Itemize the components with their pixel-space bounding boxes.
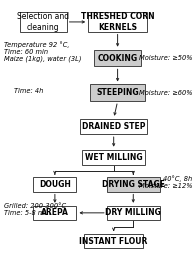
Text: Time: 4h: Time: 4h — [14, 88, 43, 94]
Text: DRAINED STEP: DRAINED STEP — [82, 122, 145, 131]
Bar — [94, 50, 141, 66]
Text: WET MILLING: WET MILLING — [85, 153, 142, 162]
Text: DRYING STAGE: DRYING STAGE — [102, 180, 165, 189]
Bar — [107, 178, 160, 191]
Bar — [80, 119, 147, 134]
Text: COOKING: COOKING — [98, 54, 138, 62]
Bar — [88, 12, 147, 31]
Text: DRY MILLING: DRY MILLING — [105, 208, 161, 217]
Text: THRESHED CORN
KERNELS: THRESHED CORN KERNELS — [81, 12, 154, 32]
Text: DOUGH: DOUGH — [39, 180, 71, 189]
Bar — [33, 206, 76, 220]
Bar — [90, 84, 145, 101]
Text: Moisture: ≥50%: Moisture: ≥50% — [139, 55, 192, 61]
Text: Grilled: 200-300°C
Time: 5-8 min: Grilled: 200-300°C Time: 5-8 min — [4, 203, 66, 216]
Text: INSTANT FLOUR: INSTANT FLOUR — [80, 237, 148, 246]
Text: 40°C, 8h
Moisture: ≥12%: 40°C, 8h Moisture: ≥12% — [139, 175, 192, 189]
Bar — [82, 150, 145, 165]
Bar — [20, 12, 67, 31]
Text: STEEPING: STEEPING — [96, 88, 139, 97]
Bar — [107, 206, 160, 220]
Text: Moisture: ≥60%: Moisture: ≥60% — [139, 90, 192, 96]
Bar — [33, 178, 76, 191]
Bar — [84, 234, 143, 248]
Text: Selection and
cleaning: Selection and cleaning — [17, 12, 69, 32]
Text: AREPA: AREPA — [41, 208, 69, 217]
Text: Temperature 92 °C,
Time: 60 min
Maize (1kg), water (3L): Temperature 92 °C, Time: 60 min Maize (1… — [4, 41, 81, 62]
